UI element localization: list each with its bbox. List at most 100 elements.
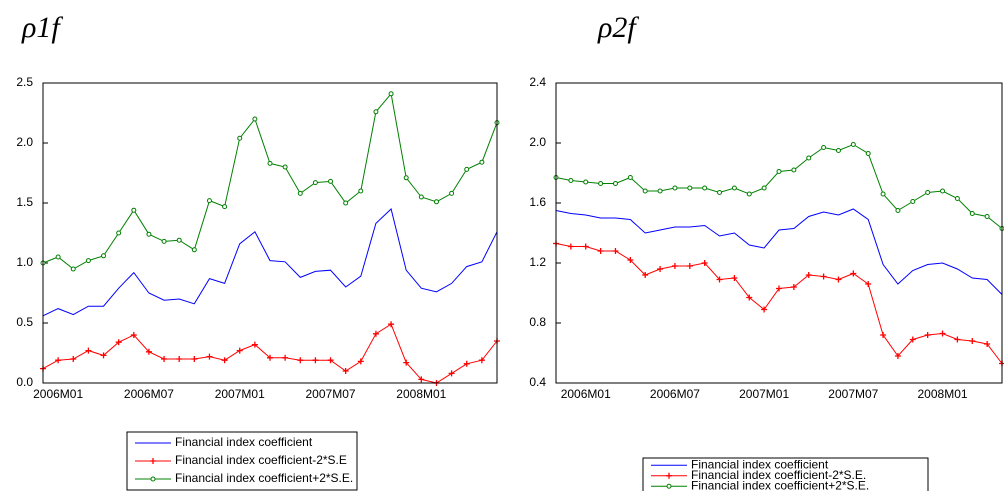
point-marker [267,160,273,166]
point-marker [449,190,455,196]
point-marker [161,356,168,362]
y-tick-label: 0.8 [529,315,546,329]
x-tick-label: 2006M07 [124,387,174,401]
point-marker [131,207,137,213]
point-marker [372,330,379,337]
point-marker [909,336,916,343]
point-marker [433,199,439,205]
chart-title: ρ1f [21,11,63,44]
point-marker [115,339,122,346]
legend-label: Financial index coefficient [175,435,313,449]
point-marker [146,231,152,237]
legend-marker [666,483,672,489]
point-marker [206,198,212,204]
series-line [555,143,1003,229]
point-marker [984,341,991,347]
point-marker [954,336,961,343]
point-marker [116,230,122,236]
point-marker [850,142,856,147]
point-marker [761,185,767,191]
point-marker [954,196,960,201]
point-marker [176,356,183,362]
y-tick-label: 2.0 [529,135,546,149]
legend-marker [666,472,672,479]
point-marker [448,370,455,377]
point-marker [598,181,604,186]
point-marker [716,276,723,283]
point-marker [642,272,649,278]
point-marker [464,166,470,172]
point-marker [597,248,604,254]
point-marker [297,190,303,196]
point-marker [236,347,243,354]
point-marker [776,169,782,174]
y-tick-label: 0.0 [16,375,33,389]
y-tick-label: 0.5 [16,315,33,329]
point-marker [642,188,648,194]
point-marker [776,285,782,292]
x-tick-label: 2007M07 [306,387,356,401]
legend-marker [150,476,156,482]
point-marker [297,357,304,364]
point-marker [312,180,318,186]
point-marker [672,185,678,191]
point-marker [70,356,77,362]
point-marker [373,109,379,115]
point-marker [865,151,871,156]
series-line [42,92,498,270]
point-marker [221,357,228,364]
point-marker [85,347,92,354]
point-marker [418,194,424,200]
point-marker [940,188,946,194]
series-line [555,243,1003,364]
chart-title: ρ2f [597,11,639,44]
y-tick-label: 1.6 [529,195,546,209]
point-marker [761,306,768,313]
point-marker [252,116,258,122]
legend-box [642,457,929,491]
plot-frame [42,82,498,384]
point-marker [251,341,258,348]
y-tick-label: 1.0 [16,255,33,269]
point-marker [55,357,62,364]
point-marker [925,190,931,195]
point-marker [939,330,946,337]
x-tick-label: 2007M01 [215,387,265,401]
series-line [42,323,498,384]
x-tick-label: 2008M01 [918,387,968,401]
point-marker [55,254,61,260]
point-marker [924,332,931,338]
point-marker [835,276,842,283]
point-marker [70,266,76,272]
point-marker [984,214,990,219]
x-tick-label: 2007M01 [739,387,789,401]
legend-marker [150,458,156,464]
series-line [42,208,498,317]
point-marker [418,376,425,383]
point-marker [176,237,182,243]
legend-label: Financial index coefficient-2*S.E [175,453,347,467]
point-marker [312,357,319,364]
legend-label: Financial index coefficient-2*S.E. [691,468,866,482]
point-marker [746,191,752,197]
point-marker [865,281,872,287]
y-tick-label: 2.0 [16,135,33,149]
y-tick-label: 2.5 [16,75,33,89]
point-marker [686,263,693,269]
y-tick-label: 0.4 [529,375,546,389]
point-marker [282,354,289,361]
point-marker [161,238,167,244]
point-marker [894,353,901,359]
y-tick-label: 1.2 [529,255,546,269]
point-marker [191,356,198,362]
point-marker [746,294,753,301]
point-marker [612,181,618,186]
point-marker [222,204,228,210]
point-marker [191,247,197,253]
point-marker [327,357,334,364]
point-marker [237,135,243,141]
x-tick-label: 2006M07 [650,387,700,401]
y-tick-label: 1.5 [16,195,33,209]
point-marker [880,332,887,338]
